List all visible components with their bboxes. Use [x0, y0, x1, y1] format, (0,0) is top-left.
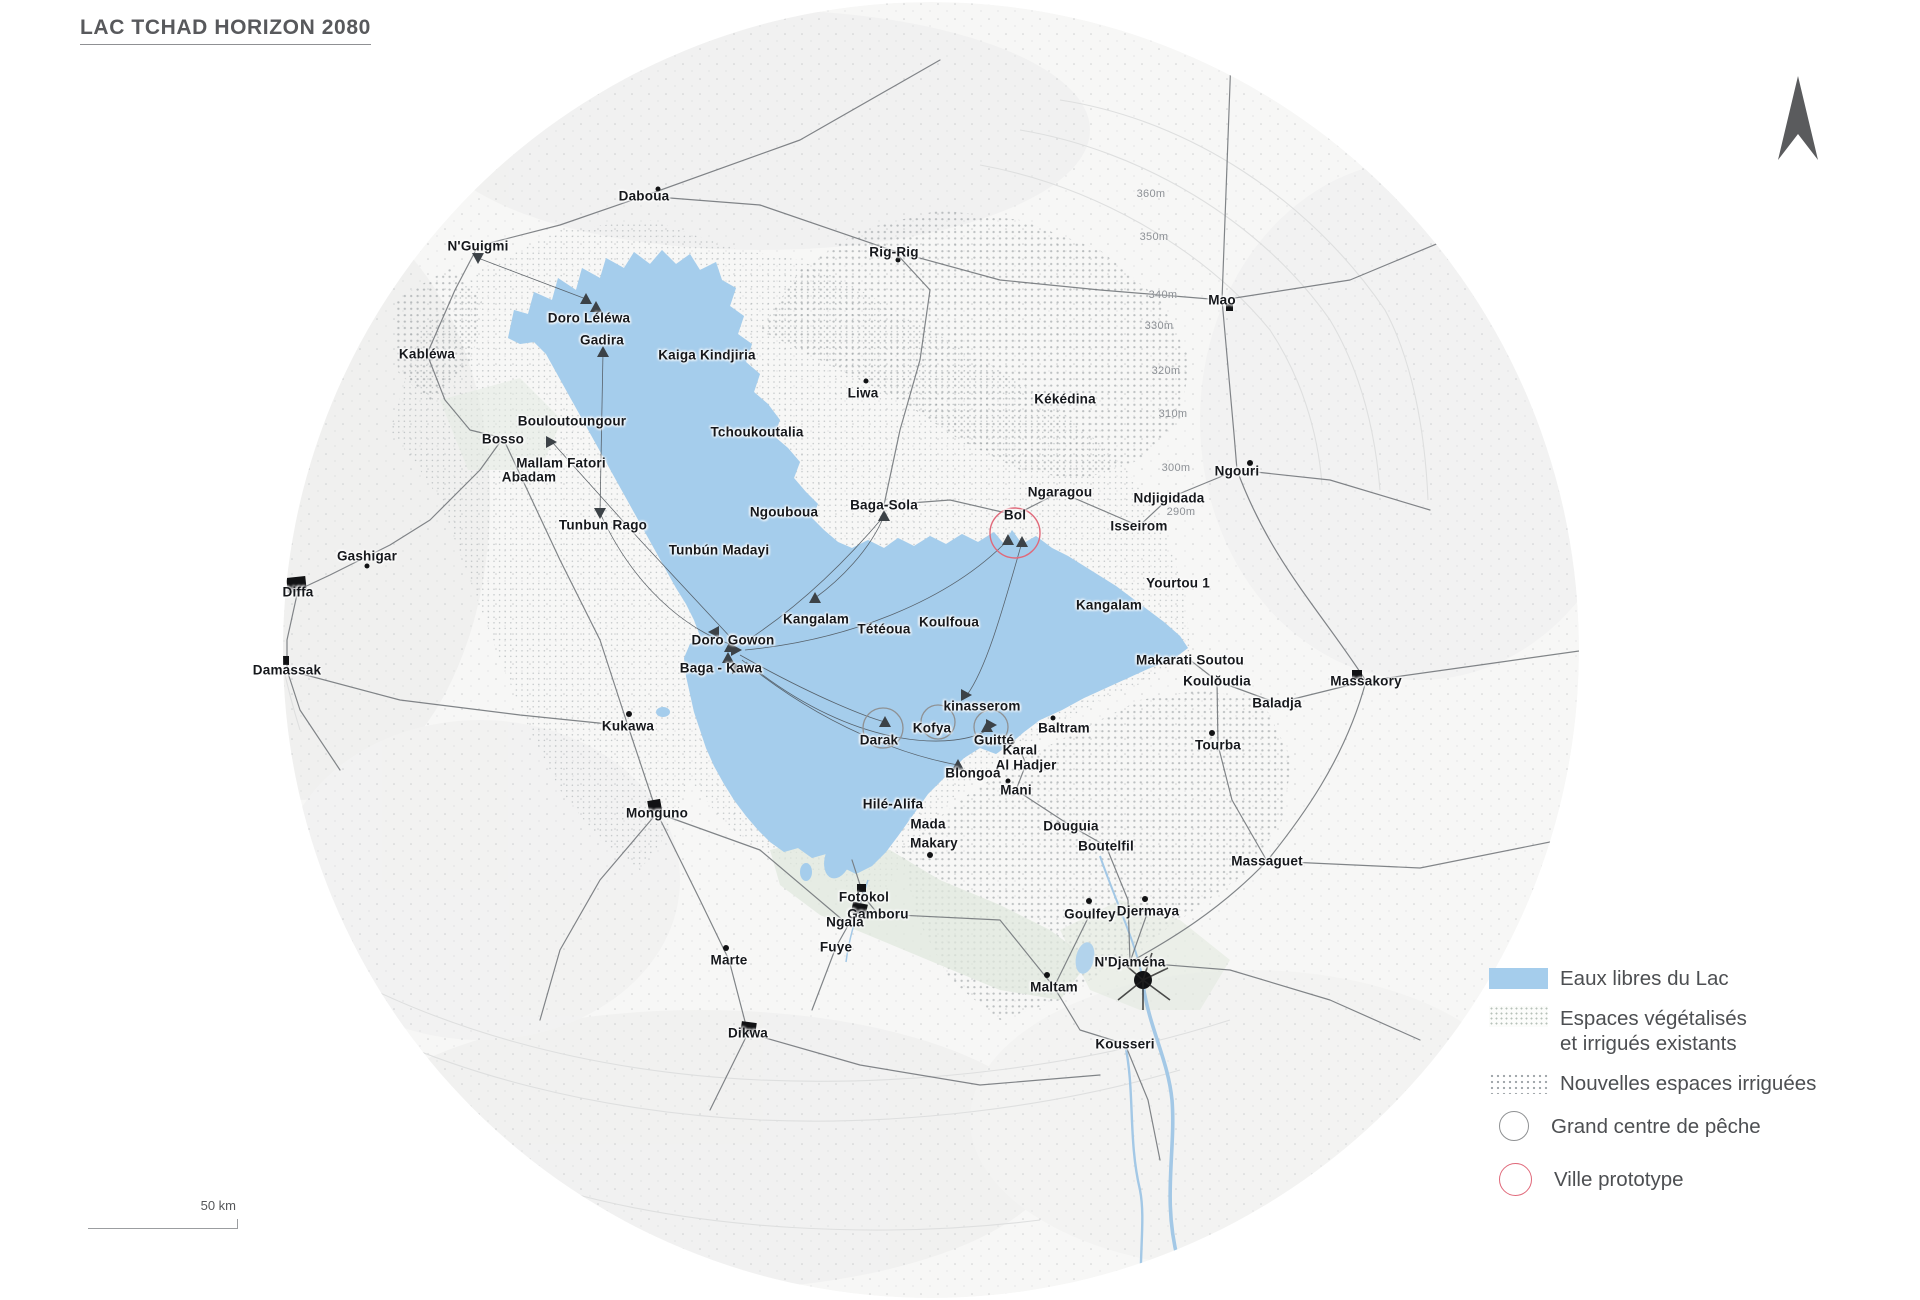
scale-bar-label: 50 km: [200, 1198, 236, 1213]
legend-item-new-irrigated: Nouvelles espaces irriguées: [1489, 1071, 1909, 1096]
fishing-center-symbol: [1499, 1111, 1529, 1141]
open-water-swatch: [1489, 968, 1548, 989]
prototype-city-symbol: [1499, 1163, 1532, 1196]
rivers: [845, 855, 1180, 1298]
vegetated-swatch: [1489, 1006, 1548, 1027]
scale-bar-line: [88, 1219, 238, 1229]
contour-lines: [283, 99, 1429, 1231]
ndjamena-urban-web: [1117, 952, 1171, 1010]
legend: Eaux libres du Lac Espaces végétalisés e…: [1489, 966, 1909, 1211]
map-circle-extent: [283, 2, 1579, 1298]
legend-label: Grand centre de pêche: [1551, 1114, 1761, 1138]
fishing-center-circles: [862, 704, 1009, 749]
legend-item-prototype-city: Ville prototype: [1489, 1163, 1909, 1196]
page-title: LAC TCHAD HORIZON 2080: [80, 16, 371, 45]
fishing-arrows: [472, 253, 1028, 770]
roads: [286, 29, 1579, 1161]
legend-label: Nouvelles espaces irriguées: [1560, 1072, 1817, 1095]
legend-label: Espaces végétalisés et irrigués existant…: [1560, 1007, 1747, 1055]
legend-label: Ville prototype: [1554, 1168, 1684, 1191]
legend-item-open-water: Eaux libres du Lac: [1489, 966, 1909, 991]
north-arrow-icon: [1777, 76, 1819, 162]
legend-item-fishing-center: Grand centre de pêche: [1489, 1111, 1909, 1141]
scale-bar: 50 km: [88, 1198, 238, 1229]
legend-label: Eaux libres du Lac: [1560, 967, 1729, 990]
ville-prototype-circle: [989, 507, 1041, 559]
legend-item-vegetated: Espaces végétalisés et irrigués existant…: [1489, 1006, 1909, 1056]
new-irrigated-swatch: [1489, 1073, 1548, 1094]
fishing-flow-lines: [477, 257, 1023, 766]
lake-open-water: [508, 250, 1188, 974]
